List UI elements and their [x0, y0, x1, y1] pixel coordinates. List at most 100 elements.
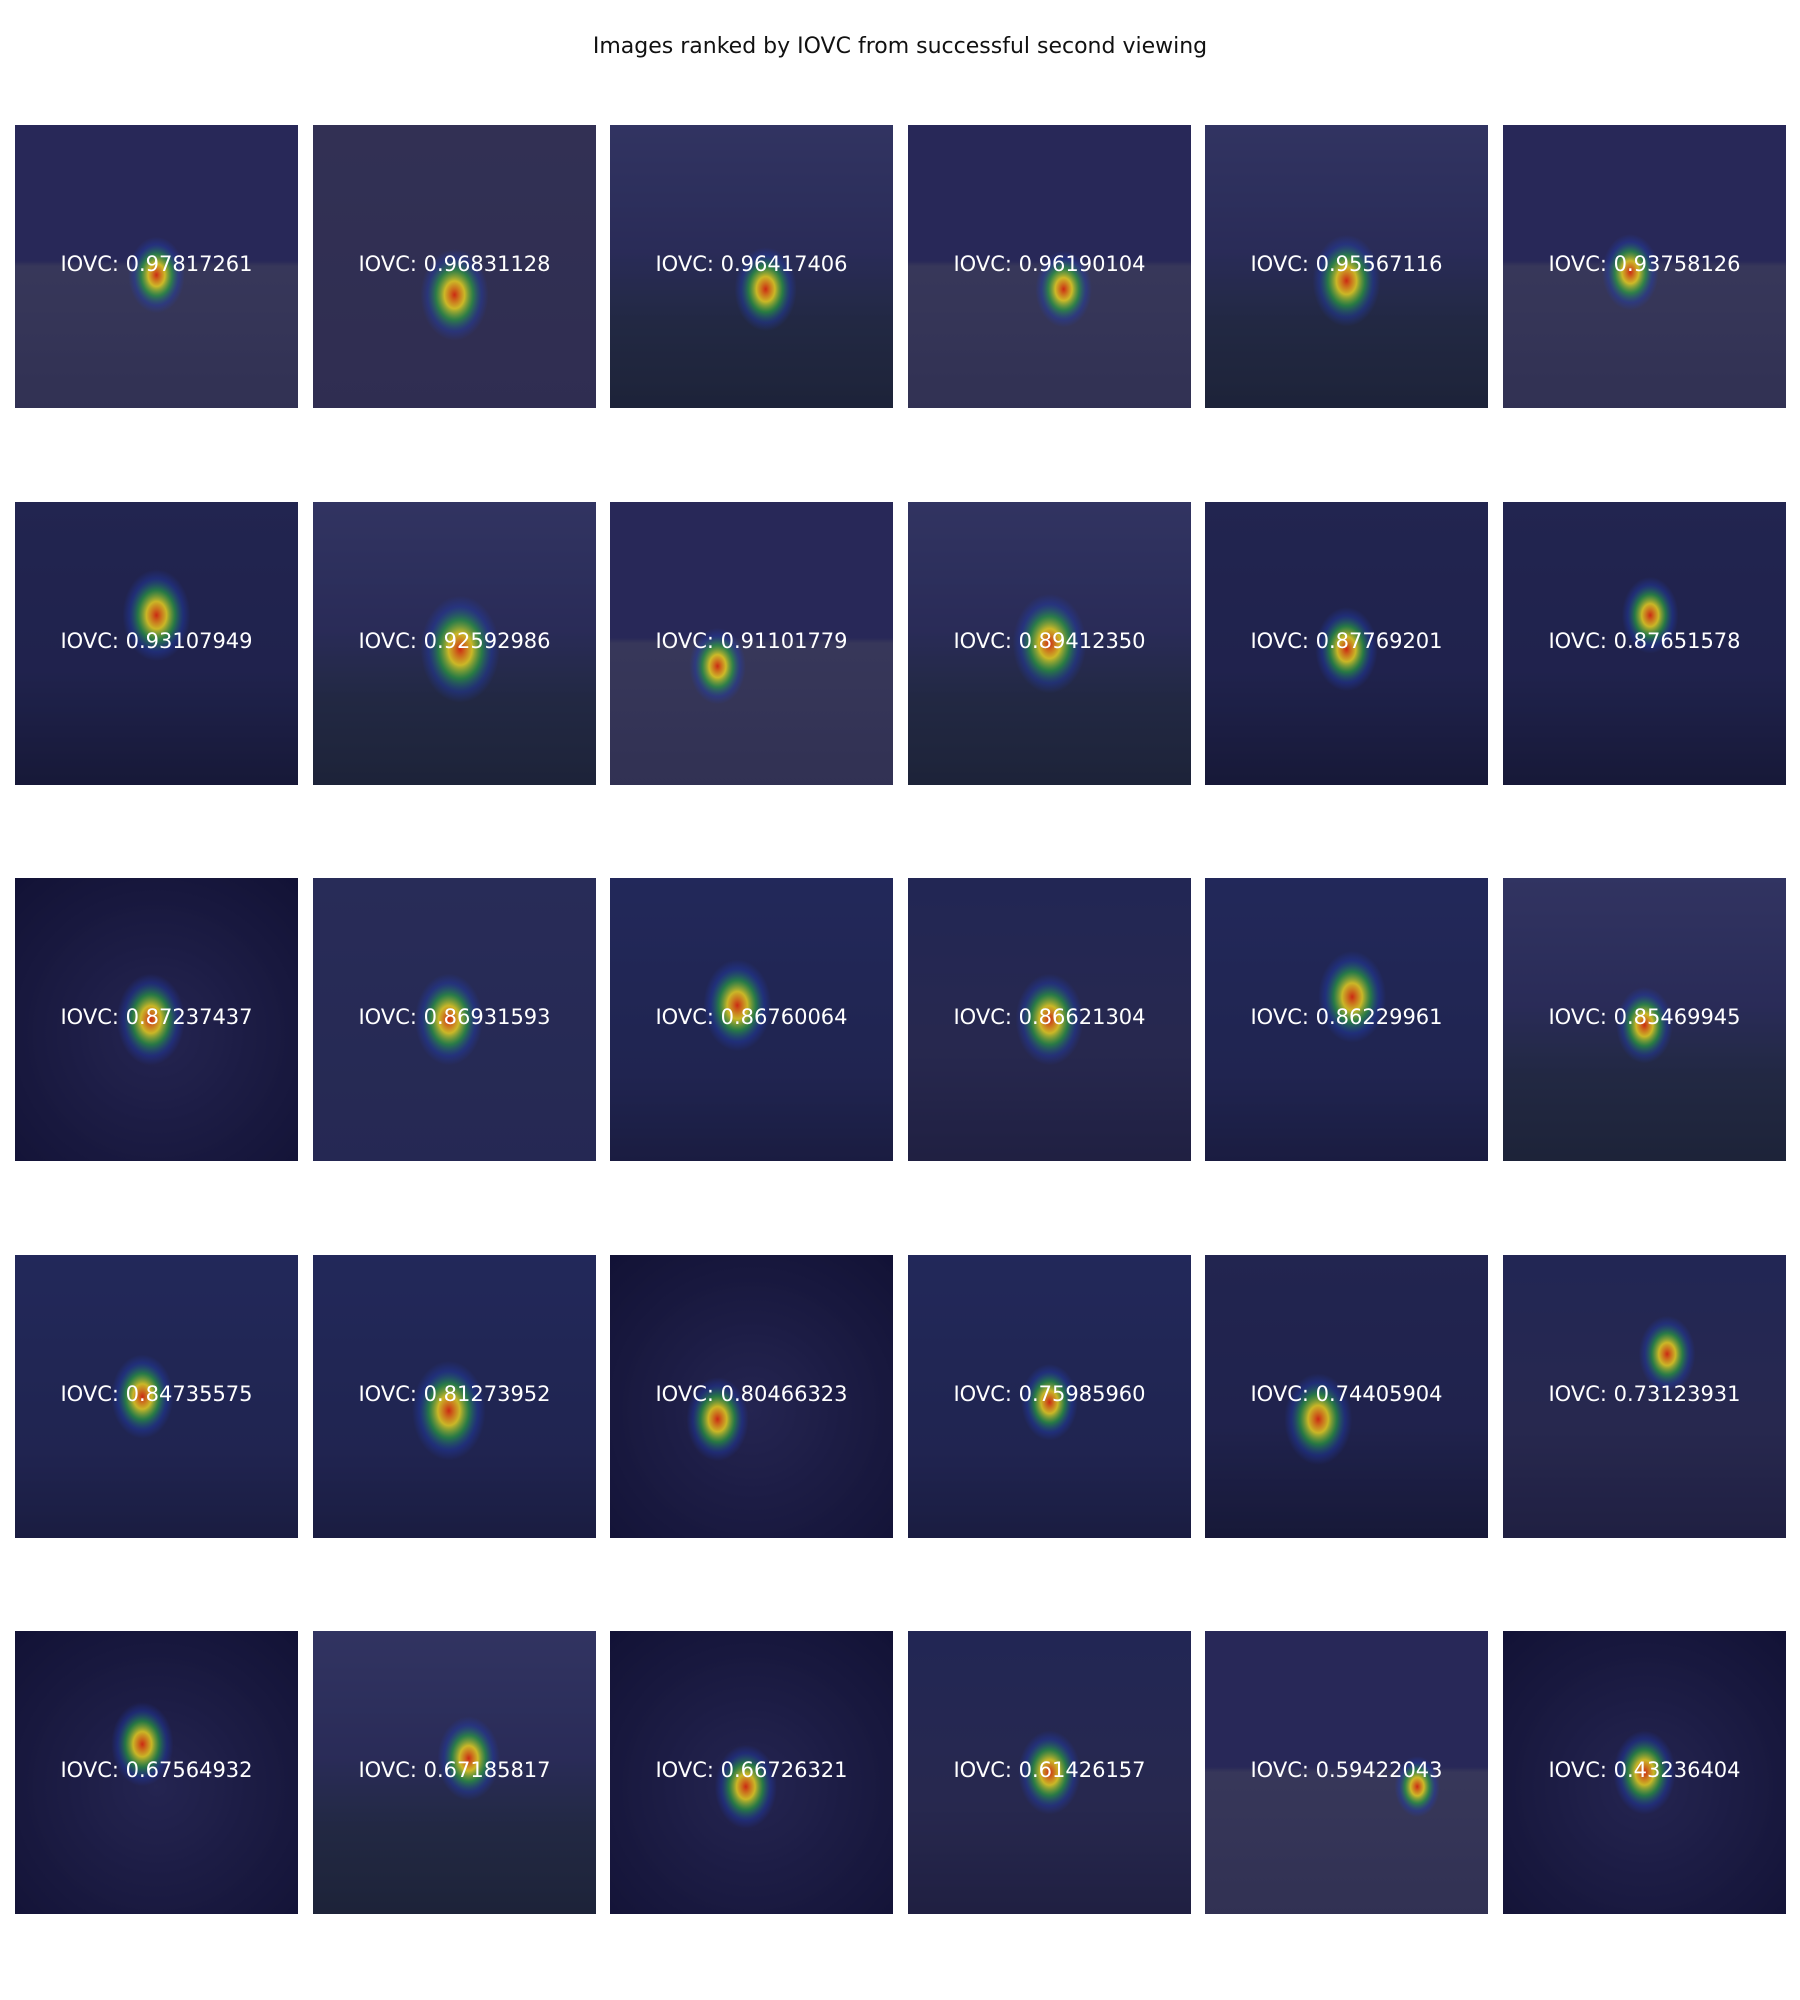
attention-heatmap — [689, 627, 746, 705]
heatmap-blob — [689, 627, 746, 705]
image-tile: IOVC: 0.96831128 — [313, 125, 596, 408]
heatmap-blob — [111, 1354, 174, 1439]
heatmap-blob — [1021, 1363, 1078, 1441]
heatmap-blob — [1015, 973, 1084, 1066]
attention-heatmap — [1018, 1730, 1081, 1815]
image-tile: IOVC: 0.67564932 — [15, 1631, 298, 1914]
image-tile: IOVC: 0.97817261 — [15, 125, 298, 408]
image-tile: IOVC: 0.81273952 — [313, 1255, 596, 1538]
attention-heatmap — [1638, 1315, 1696, 1393]
overlay-shade — [1205, 1631, 1488, 1914]
iovc-score-label: IOVC: 0.84735575 — [60, 1382, 253, 1406]
attention-heatmap — [116, 973, 185, 1066]
image-tile: IOVC: 0.87769201 — [1205, 502, 1488, 785]
heatmap-blob — [1315, 607, 1378, 692]
iovc-score-label: IOVC: 0.89412350 — [953, 629, 1146, 653]
image-tile: IOVC: 0.73123931 — [1503, 1255, 1786, 1538]
attention-heatmap — [1621, 576, 1679, 654]
overlay-shade — [610, 502, 893, 785]
image-tile: IOVC: 0.86760064 — [610, 878, 893, 1161]
iovc-score-label: IOVC: 0.80466323 — [655, 1382, 848, 1406]
image-tile: IOVC: 0.74405904 — [1205, 1255, 1488, 1538]
image-tile: IOVC: 0.96190104 — [908, 125, 1191, 408]
image-tile: IOVC: 0.92592986 — [313, 502, 596, 785]
attention-heatmap — [1602, 233, 1659, 311]
image-tile: IOVC: 0.87651578 — [1503, 502, 1786, 785]
heatmap-blob — [414, 973, 483, 1066]
attention-heatmap — [111, 1702, 174, 1787]
heatmap-blob — [1284, 1373, 1353, 1465]
iovc-score-label: IOVC: 0.95567116 — [1250, 252, 1443, 276]
heatmap-blob — [420, 248, 489, 341]
iovc-score-label: IOVC: 0.93107949 — [60, 629, 253, 653]
scene-image — [1205, 1631, 1488, 1914]
attention-heatmap — [1015, 973, 1084, 1066]
heatmap-blob — [1602, 233, 1659, 311]
image-tile: IOVC: 0.86621304 — [908, 878, 1191, 1161]
heatmap-blob — [1638, 1315, 1696, 1393]
image-tile: IOVC: 0.59422043 — [1205, 1631, 1488, 1914]
scene-image — [1503, 1255, 1786, 1538]
heatmap-blob — [1312, 234, 1381, 327]
heatmap-blob — [734, 247, 797, 332]
overlay-shade — [610, 1255, 893, 1538]
iovc-score-label: IOVC: 0.92592986 — [358, 629, 551, 653]
image-tile: IOVC: 0.89412350 — [908, 502, 1191, 785]
image-tile: IOVC: 0.95567116 — [1205, 125, 1488, 408]
image-tile: IOVC: 0.96417406 — [610, 125, 893, 408]
iovc-score-label: IOVC: 0.67185817 — [358, 1758, 551, 1782]
scene-image — [610, 502, 893, 785]
iovc-score-label: IOVC: 0.86229961 — [1250, 1005, 1443, 1029]
heatmap-blob — [111, 1702, 174, 1787]
attention-heatmap — [1315, 607, 1378, 692]
attention-heatmap — [714, 1744, 777, 1829]
iovc-score-label: IOVC: 0.96417406 — [655, 252, 848, 276]
attention-heatmap — [1012, 593, 1087, 694]
heatmap-blob — [1616, 986, 1673, 1064]
heatmap-blob — [1035, 250, 1092, 328]
image-tile: IOVC: 0.87237437 — [15, 878, 298, 1161]
attention-heatmap — [1394, 1756, 1440, 1818]
attention-heatmap — [412, 1360, 486, 1461]
iovc-score-label: IOVC: 0.87651578 — [1548, 629, 1741, 653]
image-tile: IOVC: 0.85469945 — [1503, 878, 1786, 1161]
iovc-score-label: IOVC: 0.86931593 — [358, 1005, 551, 1029]
heatmap-blob — [1012, 593, 1087, 694]
attention-heatmap — [703, 959, 772, 1052]
iovc-score-label: IOVC: 0.66726321 — [655, 1758, 848, 1782]
attention-heatmap — [734, 247, 797, 332]
image-tile: IOVC: 0.91101779 — [610, 502, 893, 785]
heatmap-blob — [1621, 576, 1679, 654]
figure-title: Images ranked by IOVC from successful se… — [592, 34, 1208, 59]
attention-heatmap — [420, 248, 489, 341]
attention-heatmap — [122, 569, 191, 662]
iovc-score-label: IOVC: 0.43236404 — [1548, 1758, 1741, 1782]
heatmap-blob — [686, 1377, 749, 1462]
image-tile: IOVC: 0.75985960 — [908, 1255, 1191, 1538]
iovc-score-label: IOVC: 0.97817261 — [60, 252, 253, 276]
image-tile: IOVC: 0.61426157 — [908, 1631, 1191, 1914]
heatmap-blob — [1394, 1756, 1440, 1818]
image-tile: IOVC: 0.93107949 — [15, 502, 298, 785]
heatmap-blob — [116, 973, 185, 1066]
heatmap-blob — [122, 569, 191, 662]
attention-heatmap — [1616, 986, 1673, 1064]
iovc-score-label: IOVC: 0.91101779 — [655, 629, 848, 653]
attention-heatmap — [414, 973, 483, 1066]
image-tile: IOVC: 0.67185817 — [313, 1631, 596, 1914]
image-tile: IOVC: 0.86229961 — [1205, 878, 1488, 1161]
iovc-score-label: IOVC: 0.87769201 — [1250, 629, 1443, 653]
attention-heatmap — [1613, 1730, 1676, 1815]
iovc-score-label: IOVC: 0.81273952 — [358, 1382, 551, 1406]
attention-heatmap — [1035, 250, 1092, 328]
iovc-score-label: IOVC: 0.59422043 — [1250, 1758, 1443, 1782]
iovc-score-label: IOVC: 0.96190104 — [953, 252, 1146, 276]
iovc-score-label: IOVC: 0.61426157 — [953, 1758, 1146, 1782]
iovc-score-label: IOVC: 0.86760064 — [655, 1005, 848, 1029]
iovc-score-label: IOVC: 0.96831128 — [358, 252, 551, 276]
iovc-score-label: IOVC: 0.85469945 — [1548, 1005, 1741, 1029]
heatmap-blob — [714, 1744, 777, 1829]
image-tile: IOVC: 0.80466323 — [610, 1255, 893, 1538]
attention-heatmap — [1021, 1363, 1078, 1441]
heatmap-blob — [1318, 951, 1387, 1043]
